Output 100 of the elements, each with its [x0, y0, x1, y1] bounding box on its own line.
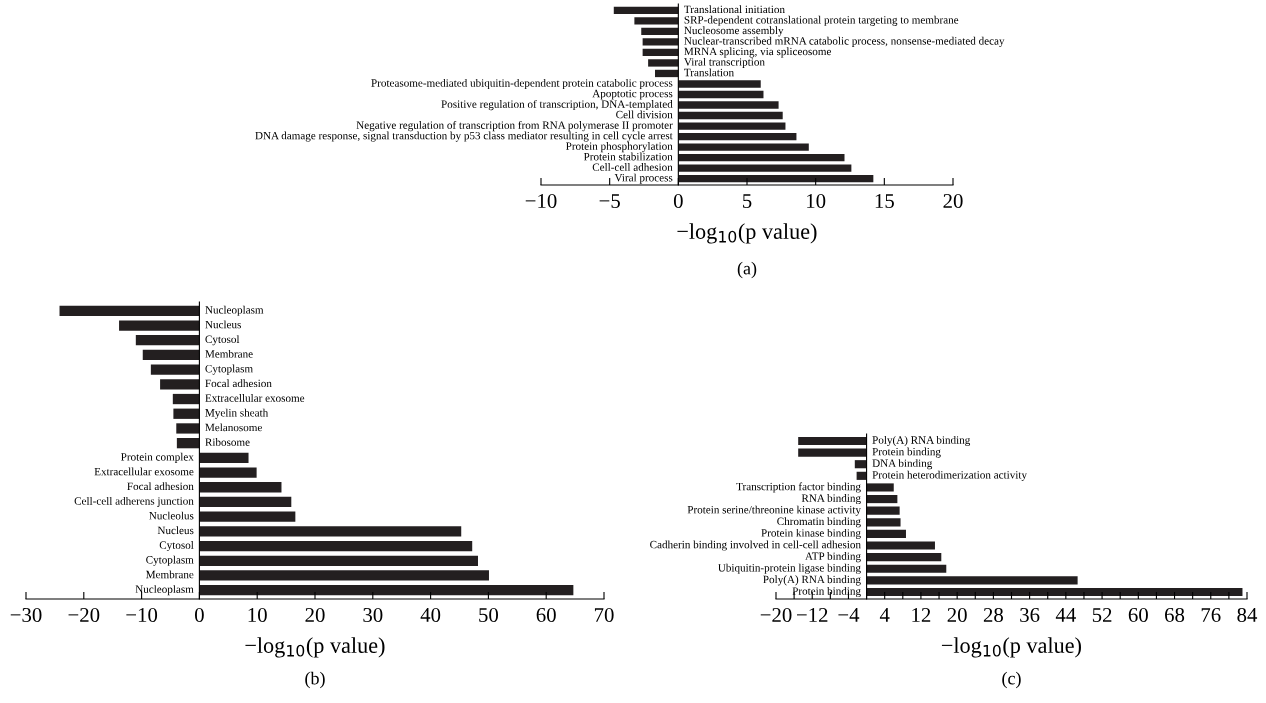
bar [866, 483, 894, 492]
bar [654, 69, 679, 78]
y-tick-label: Nucleoplasm [135, 585, 194, 596]
x-axis-title: −log$_{10}$(p value) [245, 637, 385, 658]
y-tick-label: Nucleosome assembly [684, 26, 784, 37]
bar [648, 59, 679, 67]
bar [160, 379, 200, 390]
y-tick-label: Negative regulation of transcription from RNA polymerase II promoter [356, 120, 673, 132]
x-tick-label: 52 [1092, 607, 1112, 622]
bar [866, 518, 901, 527]
bar [150, 364, 200, 375]
bar [199, 511, 296, 522]
x-axis-title: −log$_{10}$(p value) [677, 223, 817, 244]
y-tick-label: Ribosome [205, 438, 250, 446]
bar [678, 101, 779, 109]
bar [173, 408, 200, 419]
y-tick-label: Poly(A) RNA binding [763, 575, 861, 586]
y-tick-label: Nuclear-transcribed mRNA catabolic process, nonsense-mediated decay [684, 36, 1005, 47]
x-tick-label: 76 [1201, 607, 1221, 622]
x-tick-label: 20 [943, 193, 963, 208]
y-tick-label: DNA damage response, signal transduction by p53 class mediator resulting in cell cycle arrest [255, 131, 673, 142]
bar [199, 570, 489, 581]
x-tick-label: 0 [673, 193, 683, 208]
y-tick-label: Protein binding [872, 447, 941, 458]
x-tick-label: 4 [879, 608, 890, 622]
y-tick-label: MRNA splicing, via spliceosome [684, 47, 832, 58]
bar [199, 452, 249, 463]
y-tick-label: Nucleolus [149, 511, 194, 520]
y-tick-label: Focal adhesion [127, 482, 194, 491]
x-tick-label: 50 [479, 607, 499, 622]
x-tick-label: 44 [1055, 608, 1076, 622]
x-tick-label: −10 [126, 607, 158, 622]
y-tick-label: Extracellular exosome [205, 394, 305, 402]
x-tick-label: 20 [947, 607, 967, 622]
y-tick-label: Cytoplasm [146, 555, 194, 566]
x-axis-title: −log$_{10}$(p value) [941, 637, 1081, 658]
y-tick-label: Apoptotic process [592, 89, 673, 100]
bar [199, 555, 478, 566]
bar [176, 423, 200, 434]
x-tick-label: 10 [807, 193, 826, 208]
x-tick-label: 0 [194, 607, 204, 622]
bar [798, 448, 867, 457]
y-tick-label: Transcription factor binding [736, 482, 861, 493]
x-tick-label: 12 [912, 607, 931, 622]
bar [866, 506, 900, 515]
text: (b) [305, 671, 325, 689]
bar [678, 122, 786, 130]
x-tick-label: −5 [599, 194, 620, 208]
x-tick-label: 5 [743, 194, 752, 208]
bar [199, 467, 257, 478]
bar [798, 436, 867, 446]
bar [678, 90, 764, 99]
bar [678, 111, 783, 120]
bar [176, 438, 200, 449]
bar [199, 540, 473, 552]
y-tick-label: Protein kinase binding [761, 528, 861, 539]
bar [135, 335, 200, 346]
bar [866, 564, 947, 573]
bar [678, 80, 761, 88]
bar [59, 305, 200, 316]
bar [866, 495, 898, 504]
x-tick-label: −4 [838, 608, 860, 622]
y-tick-label: Positive regulation of transcription, DNA-templated [441, 99, 673, 111]
bar [854, 460, 867, 469]
y-tick-label: Translational initiation [684, 5, 785, 14]
bar [634, 17, 679, 25]
y-tick-label: Viral transcription [684, 57, 765, 68]
y-tick-label: Myelin sheath [205, 408, 269, 419]
y-tick-label: Cell-cell adherens junction [74, 496, 194, 507]
y-tick-label: Cell-cell adhesion [592, 163, 673, 171]
bar [866, 541, 935, 550]
bar [119, 320, 200, 331]
y-tick-label: Extracellular exosome [94, 467, 194, 476]
bar [142, 349, 200, 361]
x-tick-label: 60 [1128, 607, 1148, 622]
y-tick-label: Protein serine/threonine kinase activity [687, 505, 861, 516]
x-tick-label: 40 [420, 607, 441, 622]
x-tick-label: 10 [248, 607, 267, 622]
bar [613, 6, 679, 14]
y-tick-label: Viral process [614, 173, 673, 184]
y-tick-label: DNA binding [872, 459, 933, 470]
x-tick-label: −10 [525, 193, 557, 208]
x-tick-label: 30 [363, 607, 383, 622]
bar [678, 153, 845, 162]
y-tick-label: Cadherin binding involved in cell-cell adhesion [650, 540, 861, 551]
bar [199, 585, 574, 596]
y-tick-label: ATP binding [805, 552, 861, 563]
x-tick-label: 28 [983, 607, 1004, 622]
bar [199, 482, 282, 493]
y-tick-label: Ubiquitin-protein ligase binding [718, 563, 861, 574]
y-tick-label: Cytoplasm [205, 364, 253, 375]
text: (a) [737, 261, 757, 279]
y-tick-label: Chromatin binding [777, 517, 861, 528]
y-tick-label: Membrane [205, 349, 253, 358]
bar [866, 553, 942, 562]
y-tick-label: Nucleus [205, 320, 241, 329]
x-tick-label: −12 [796, 607, 828, 622]
y-tick-label: Cytosol [159, 541, 194, 552]
y-tick-label: Protein phosphorylation [566, 142, 673, 153]
y-tick-label: Translation [684, 68, 734, 77]
